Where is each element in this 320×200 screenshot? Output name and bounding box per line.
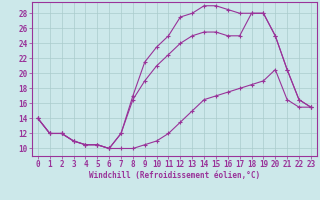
- X-axis label: Windchill (Refroidissement éolien,°C): Windchill (Refroidissement éolien,°C): [89, 171, 260, 180]
